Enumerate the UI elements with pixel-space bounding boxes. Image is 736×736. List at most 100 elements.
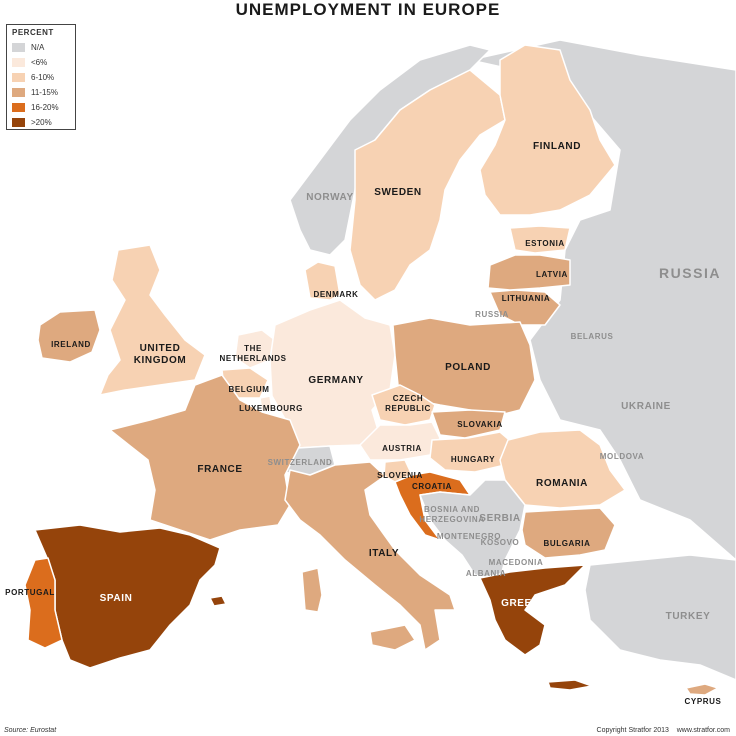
region-ireland [37,309,101,363]
legend-swatch [12,58,25,67]
legend-item: N/A [12,40,70,55]
legend-title: PERCENT [12,28,54,37]
label-bulgaria: BULGARIA [543,539,590,548]
region-russia-east [469,39,736,561]
label-uk-line1: UNITED [140,343,181,354]
legend-swatch [12,73,25,82]
region-france [109,374,301,541]
label-netherlands-line1: THE [244,344,262,353]
label-greece: GREECE [501,598,547,609]
label-russia-kaliningrad: RUSSIA [475,310,509,319]
legend: PERCENT N/A <6% 6-10% 11-15% 16-20% >20% [6,24,76,130]
region-latvia [487,254,571,291]
label-belgium: BELGIUM [228,385,269,394]
region-slovakia [431,409,506,439]
legend-swatch [12,88,25,97]
label-germany: GERMANY [308,375,363,386]
label-luxembourg: LUXEMBOURG [239,404,303,413]
legend-swatch [12,103,25,112]
region-portugal [24,557,63,649]
label-bosnia-line1: BOSNIA AND [424,505,480,514]
map-title: UNEMPLOYMENT IN EUROPE [235,0,501,19]
legend-label: >20% [31,118,52,127]
legend-label: N/A [31,43,45,52]
label-macedonia: MACEDONIA [489,558,544,567]
label-norway: NORWAY [306,192,354,203]
label-ukraine: UKRAINE [621,401,671,412]
label-latvia: LATVIA [536,270,568,279]
region-bulgaria [521,507,616,559]
label-bosnia: BOSNIA AND HERZEGOVINA [419,505,484,524]
label-denmark: DENMARK [313,290,358,299]
label-uk-line2: KINGDOM [134,355,187,366]
region-balearic [209,595,227,607]
label-russia: RUSSIA [659,265,721,281]
region-balkans [419,479,526,581]
region-sicily [369,624,416,651]
label-uk: UNITED KINGDOM [134,343,187,366]
label-finland: FINLAND [533,141,581,152]
label-estonia: ESTONIA [525,239,565,248]
legend-label: <6% [31,58,48,67]
label-hungary: HUNGARY [451,455,495,464]
label-moldova: MOLDOVA [600,452,645,461]
legend-item: >20% [12,115,70,130]
label-netherlands: THE NETHERLANDS [219,344,286,363]
legend-item: 11-15% [12,85,70,100]
label-kosovo: KOSOVO [481,538,520,547]
legend-item: 6-10% [12,70,70,85]
region-greece [479,564,586,656]
region-luxembourg [259,395,273,413]
label-netherlands-line2: NETHERLANDS [219,354,286,363]
label-lithuania: LITHUANIA [502,294,551,303]
region-denmark [304,261,341,301]
legend-label: 11-15% [31,88,58,97]
copyright-text: Copyright Stratfor 2013 [596,727,669,734]
region-romania [499,429,626,509]
label-cyprus: CYPRUS [685,697,722,706]
label-czech-line1: CZECH [393,394,424,403]
region-italy [284,461,456,651]
region-turkey [584,554,736,681]
label-slovenia: SLOVENIA [377,471,423,480]
label-albania: ALBANIA [466,569,506,578]
legend-label: 6-10% [31,73,55,82]
label-austria: AUSTRIA [382,444,422,453]
region-crete [547,679,593,691]
region-sardinia [301,567,323,613]
label-turkey: TURKEY [666,611,711,622]
region-sweden [349,69,506,301]
label-switzerland: SWITZERLAND [268,458,333,467]
legend-swatch [12,118,25,127]
website-text: www.stratfor.com [676,727,730,734]
region-austria [359,421,441,461]
label-serbia: SERBIA [479,513,520,524]
region-estonia [509,225,571,254]
region-lithuania [489,289,561,326]
label-sweden: SWEDEN [374,187,422,198]
label-czech-line2: REPUBLIC [385,404,431,413]
label-ireland: IRELAND [51,340,91,349]
label-romania: ROMANIA [536,478,588,489]
legend-label: 16-20% [31,103,59,112]
legend-item: 16-20% [12,100,70,115]
label-croatia: CROATIA [412,482,452,491]
legend-swatch [12,43,25,52]
label-portugal: PORTUGAL [5,588,55,597]
label-spain: SPAIN [100,593,133,604]
legend-item: <6% [12,55,70,70]
label-belarus: BELARUS [571,332,614,341]
copyright-note: Copyright Stratfor 2013 www.stratfor.com [597,727,730,734]
region-uk [99,244,206,396]
label-italy: ITALY [369,548,399,559]
label-bosnia-line2: HERZEGOVINA [419,515,484,524]
label-czech: CZECH REPUBLIC [385,394,431,413]
region-finland [479,44,616,216]
label-france: FRANCE [197,464,242,475]
source-note: Source: Eurostat [4,727,57,734]
region-cyprus [685,683,719,696]
label-poland: POLAND [445,362,491,373]
label-slovakia: SLOVAKIA [457,420,503,429]
label-montenegro: MONTENEGRO [437,532,501,541]
